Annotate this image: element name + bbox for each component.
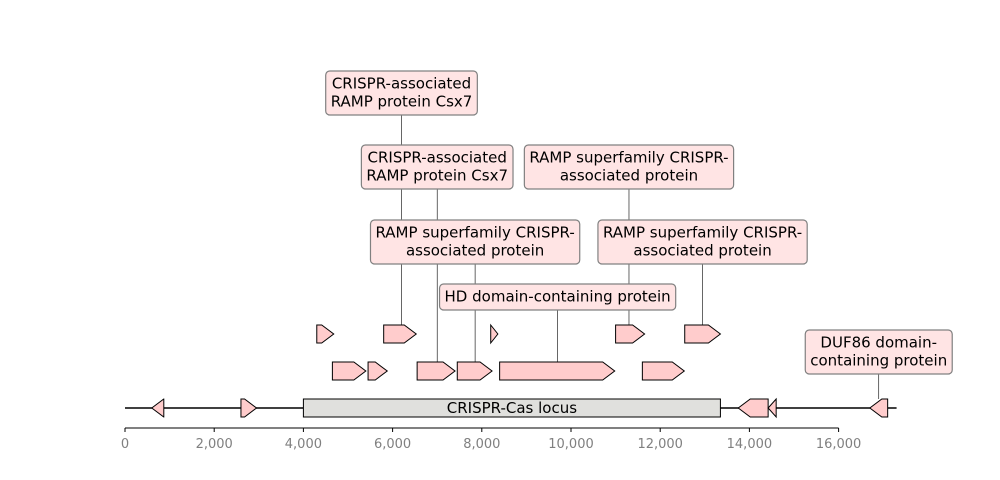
- annotation-label-box-5: [438, 283, 677, 311]
- x-tick-label: 2,000: [196, 437, 233, 452]
- annotation-label-box-6: [804, 329, 953, 375]
- gene-arrow-5: [331, 361, 367, 381]
- annotation-label-text: HD domain-containing protein: [445, 288, 671, 306]
- annotation-label-text: associated protein: [633, 242, 771, 260]
- gene-arrow-8: [456, 361, 493, 381]
- annotation-label-text: containing protein: [810, 352, 947, 370]
- annotation-label-box-3: [369, 219, 581, 265]
- gene-arrow-12: [383, 324, 418, 344]
- annotation-label-text: associated protein: [560, 167, 698, 185]
- gene-arrow-14: [615, 324, 646, 344]
- gene-arrow-6: [367, 361, 389, 381]
- annotation-label-text: CRISPR-associated: [368, 149, 507, 167]
- x-tick-label: 6,000: [374, 437, 411, 452]
- gene-arrow-11: [316, 324, 335, 344]
- gene-arrow-9: [499, 361, 616, 381]
- gene-arrow-0: [150, 398, 165, 418]
- annotation-label-box-2: [523, 144, 735, 190]
- x-tick-label: 16,000: [816, 437, 862, 452]
- crispr-cas-locus-box: [302, 398, 721, 418]
- x-tick-label: 0: [121, 437, 129, 452]
- gene-arrow-7: [416, 361, 456, 381]
- gene-arrow-4: [868, 398, 889, 418]
- gene-arrow-13: [490, 323, 499, 345]
- x-tick-label: 14,000: [727, 437, 773, 452]
- annotation-label-box-0: [325, 70, 478, 116]
- annotation-label-text: RAMP superfamily CRISPR-: [603, 224, 802, 242]
- annotation-label-box-4: [597, 219, 808, 265]
- genes-layer: [150, 323, 889, 419]
- x-tick-label: 10,000: [548, 437, 594, 452]
- x-tick-label: 4,000: [285, 437, 322, 452]
- annotation-label-text: DUF86 domain-: [820, 334, 937, 352]
- annotation-label-text: RAMP superfamily CRISPR-: [529, 149, 728, 167]
- annotation-label-text: RAMP protein Csx7: [366, 167, 508, 185]
- x-axis: 0 2,000 4,000 6,000 8,000 10,000 12,000 14,000 1…: [121, 427, 862, 452]
- annotation-label-text: RAMP superfamily CRISPR-: [375, 224, 574, 242]
- gene-arrow-10: [641, 361, 686, 381]
- annotation-label-text: CRISPR-associated: [332, 75, 471, 93]
- gene-arrow-3: [767, 397, 777, 419]
- x-tick-label: 8,000: [463, 437, 500, 452]
- annotation-label-text: associated protein: [406, 242, 544, 260]
- x-tick-label: 12,000: [637, 437, 683, 452]
- gene-arrow-15: [684, 324, 722, 344]
- gene-arrow-2: [737, 398, 769, 418]
- crispr-locus-layer: CRISPR-Cas locus: [302, 398, 721, 418]
- gene-arrow-1: [240, 398, 258, 418]
- annotation-label-text: RAMP protein Csx7: [331, 93, 473, 111]
- annotation-label-box-1: [360, 144, 514, 190]
- crispr-cas-locus-label: CRISPR-Cas locus: [447, 399, 577, 417]
